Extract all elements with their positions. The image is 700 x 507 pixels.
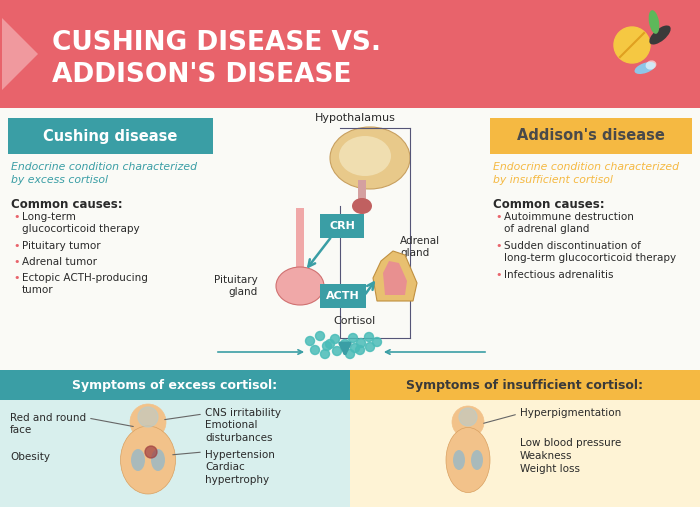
Circle shape [349,334,358,343]
Circle shape [145,446,157,458]
Text: •: • [495,241,501,251]
Ellipse shape [276,267,324,305]
Polygon shape [383,261,407,295]
Ellipse shape [650,25,671,45]
Text: •: • [13,212,20,222]
Circle shape [365,343,375,351]
Text: Adrenal
gland: Adrenal gland [400,236,440,258]
FancyBboxPatch shape [320,214,364,238]
Ellipse shape [649,10,659,34]
Text: Endocrine condition characterized
by insufficient cortisol: Endocrine condition characterized by ins… [493,162,679,185]
Circle shape [326,340,335,348]
Text: Infectious adrenalitis: Infectious adrenalitis [504,270,613,280]
Circle shape [332,346,342,355]
Text: •: • [13,273,20,283]
Ellipse shape [330,127,410,189]
Text: Sudden discontinuation of
long-term glucocorticoid therapy: Sudden discontinuation of long-term gluc… [504,241,676,264]
Text: •: • [13,241,20,251]
Circle shape [311,345,319,354]
Text: Red and round
face: Red and round face [10,413,86,436]
Text: CNS irritability
Emotional
disturbances: CNS irritability Emotional disturbances [205,408,281,443]
Text: Low blood pressure
Weakness
Weight loss: Low blood pressure Weakness Weight loss [520,438,622,475]
Circle shape [452,406,484,438]
FancyBboxPatch shape [0,108,700,370]
Circle shape [356,339,365,347]
Ellipse shape [645,60,657,69]
Ellipse shape [131,449,145,471]
Text: Ectopic ACTH-producing
tumor: Ectopic ACTH-producing tumor [22,273,148,296]
Circle shape [130,404,166,440]
Text: Hyperpigmentation: Hyperpigmentation [520,408,622,418]
Circle shape [365,333,374,342]
Circle shape [346,349,354,358]
Text: Obesity: Obesity [10,452,50,462]
Text: CRH: CRH [329,221,355,231]
FancyBboxPatch shape [8,118,213,154]
Text: Common causes:: Common causes: [493,198,605,211]
Text: Pituitary
gland: Pituitary gland [214,275,258,297]
Text: Hypertension
Cardiac
hypertrophy: Hypertension Cardiac hypertrophy [205,450,275,485]
Circle shape [138,407,158,427]
Text: ADDISON'S DISEASE: ADDISON'S DISEASE [52,62,351,88]
Ellipse shape [446,427,490,492]
Text: •: • [495,270,501,280]
Ellipse shape [120,426,176,494]
Text: Pituitary tumor: Pituitary tumor [22,241,101,251]
FancyBboxPatch shape [350,400,700,507]
Circle shape [305,337,314,345]
Text: Autoimmune destruction
of adrenal gland: Autoimmune destruction of adrenal gland [504,212,634,234]
Text: ACTH: ACTH [326,291,360,301]
Ellipse shape [453,450,465,470]
Text: Cushing disease: Cushing disease [43,128,178,143]
Text: CUSHING DISEASE VS.: CUSHING DISEASE VS. [52,30,381,56]
Text: Cortisol: Cortisol [334,316,376,326]
FancyBboxPatch shape [358,180,366,208]
FancyBboxPatch shape [0,370,350,400]
Ellipse shape [352,198,372,214]
Ellipse shape [339,136,391,176]
Ellipse shape [471,450,483,470]
Polygon shape [2,18,38,90]
Text: Long-term
glucocorticoid therapy: Long-term glucocorticoid therapy [22,212,139,234]
Text: Addison's disease: Addison's disease [517,128,665,143]
Text: •: • [495,212,501,222]
Circle shape [459,408,477,426]
Circle shape [321,349,330,358]
Circle shape [356,345,365,354]
FancyBboxPatch shape [320,284,366,308]
Circle shape [372,338,382,346]
Circle shape [316,332,325,341]
Circle shape [330,335,340,344]
Circle shape [614,27,650,63]
Ellipse shape [634,62,655,74]
Polygon shape [373,251,417,301]
FancyBboxPatch shape [0,0,700,108]
Circle shape [340,340,349,348]
Text: Hypothalamus: Hypothalamus [314,113,396,123]
FancyBboxPatch shape [490,118,692,154]
FancyBboxPatch shape [350,370,700,400]
Ellipse shape [151,449,165,471]
Circle shape [323,342,332,350]
Text: •: • [13,257,20,267]
Circle shape [351,344,360,352]
FancyBboxPatch shape [0,400,350,507]
Text: Endocrine condition characterized
by excess cortisol: Endocrine condition characterized by exc… [11,162,197,185]
Text: Common causes:: Common causes: [11,198,122,211]
Text: Symptoms of insufficient cortisol:: Symptoms of insufficient cortisol: [407,379,643,391]
Text: Symptoms of excess cortisol:: Symptoms of excess cortisol: [72,379,278,391]
Text: Adrenal tumor: Adrenal tumor [22,257,97,267]
FancyBboxPatch shape [296,208,304,283]
